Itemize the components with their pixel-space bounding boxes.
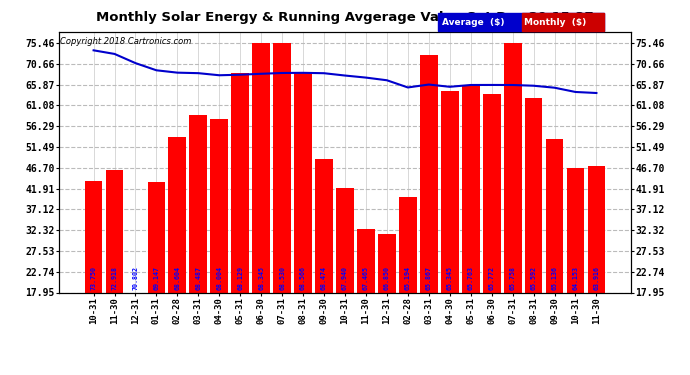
Text: 65.194: 65.194 — [405, 266, 411, 290]
Text: 68.345: 68.345 — [258, 266, 264, 290]
Text: 67.940: 67.940 — [342, 266, 348, 290]
Bar — [190, 115, 207, 370]
Text: 65.763: 65.763 — [468, 266, 474, 290]
Text: Monthly  ($): Monthly ($) — [524, 18, 586, 27]
Text: 68.604: 68.604 — [175, 266, 180, 290]
Bar — [168, 136, 186, 370]
Text: Monthly Solar Energy & Running Avgerage Value Sat Dec 29 15:37: Monthly Solar Energy & Running Avgerage … — [96, 11, 594, 24]
Text: Average  ($): Average ($) — [442, 18, 504, 27]
Bar — [85, 181, 103, 370]
Text: 68.129: 68.129 — [237, 266, 244, 290]
Bar — [524, 98, 542, 370]
Bar — [378, 234, 396, 370]
Bar — [587, 166, 605, 370]
Text: 63.916: 63.916 — [593, 266, 600, 290]
Bar — [315, 159, 333, 370]
Bar — [253, 43, 270, 370]
Text: 73.750: 73.750 — [90, 266, 97, 290]
Text: 65.136: 65.136 — [551, 266, 558, 290]
Text: 70.802: 70.802 — [132, 266, 139, 290]
Bar — [106, 170, 124, 370]
Text: 66.850: 66.850 — [384, 266, 390, 290]
Text: 68.566: 68.566 — [300, 266, 306, 290]
Text: 67.465: 67.465 — [363, 266, 369, 290]
Text: 68.530: 68.530 — [279, 266, 285, 290]
Bar — [336, 188, 354, 370]
Bar — [231, 74, 249, 370]
Bar — [566, 168, 584, 370]
Text: 64.153: 64.153 — [573, 266, 578, 290]
Text: 72.918: 72.918 — [112, 266, 117, 290]
Text: 65.758: 65.758 — [510, 266, 515, 290]
Text: 68.004: 68.004 — [216, 266, 222, 290]
Bar — [126, 292, 144, 370]
Bar — [420, 55, 437, 370]
Bar — [546, 139, 564, 370]
Text: Copyright 2018 Cartronics.com: Copyright 2018 Cartronics.com — [60, 37, 191, 46]
Bar — [210, 118, 228, 370]
Text: 68.487: 68.487 — [195, 266, 201, 290]
Text: 65.772: 65.772 — [489, 266, 495, 290]
Text: 65.867: 65.867 — [426, 266, 432, 290]
Bar — [294, 73, 312, 370]
Bar — [148, 182, 166, 370]
Bar — [399, 197, 417, 370]
Bar — [483, 94, 500, 370]
Bar — [273, 43, 291, 370]
Bar — [462, 85, 480, 370]
Text: 68.474: 68.474 — [321, 266, 327, 290]
Text: 65.592: 65.592 — [531, 266, 537, 290]
Text: 65.345: 65.345 — [446, 266, 453, 290]
Bar — [357, 230, 375, 370]
Text: 69.147: 69.147 — [153, 266, 159, 290]
Bar — [504, 43, 522, 370]
Bar — [441, 91, 459, 370]
